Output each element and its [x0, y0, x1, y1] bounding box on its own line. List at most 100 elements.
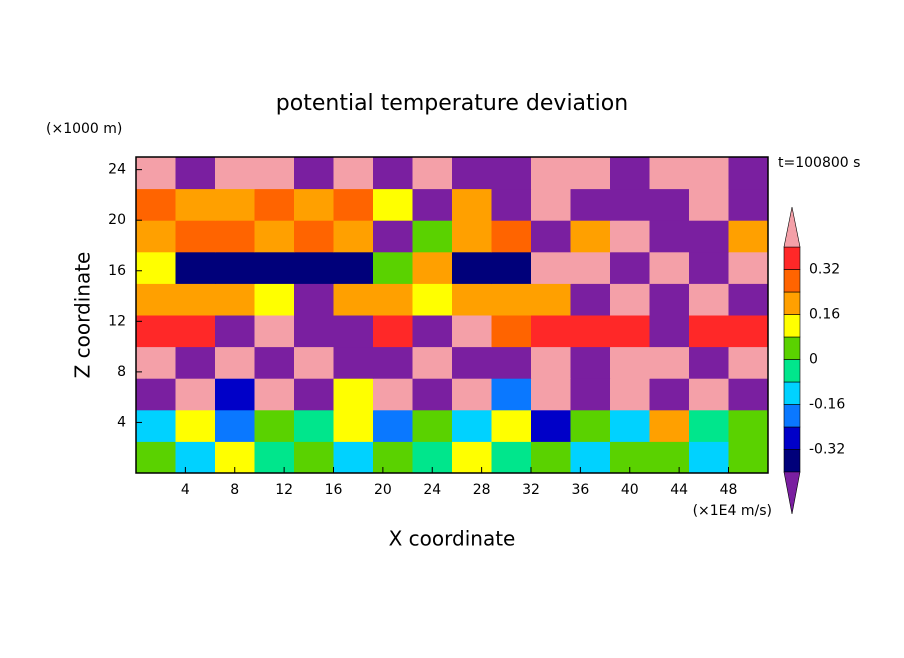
contour-cell — [373, 409, 413, 442]
contour-cell — [531, 157, 571, 190]
contour-cell — [452, 251, 492, 284]
y-unit: (×1000 m) — [46, 121, 122, 137]
colorbar-box — [783, 359, 801, 383]
contour-cell — [689, 251, 729, 284]
x-tick-label: 44 — [670, 482, 688, 498]
contour-cell — [254, 441, 295, 474]
contour-cell — [689, 188, 729, 221]
contour-cell — [412, 378, 453, 411]
chart-title: potential temperature deviation — [276, 91, 628, 116]
contour-cell — [254, 283, 295, 316]
colorbar-box — [783, 336, 801, 360]
contour-cell — [649, 157, 690, 190]
contour-cell — [136, 220, 176, 253]
contour-cell — [175, 157, 216, 190]
contour-cell — [452, 315, 492, 348]
contour-cell — [333, 315, 374, 348]
x-tick-label: 28 — [473, 482, 491, 498]
contour-cell — [254, 378, 295, 411]
contour-cell — [452, 220, 492, 253]
contour-cell — [570, 283, 611, 316]
contour-cell — [175, 251, 216, 284]
contour-cell — [136, 441, 176, 474]
x-tick-label: 12 — [275, 482, 293, 498]
contour-cell — [175, 315, 216, 348]
contour-cell — [491, 251, 532, 284]
contour-cell — [452, 346, 492, 379]
contour-cell — [294, 315, 334, 348]
contour-cell — [294, 441, 334, 474]
contour-cell — [373, 315, 413, 348]
contour-cell — [175, 441, 216, 474]
contour-cell — [570, 188, 611, 221]
y-tick-label: 8 — [117, 364, 126, 380]
contour-cell — [294, 283, 334, 316]
colorbar-box — [783, 449, 801, 473]
x-tick-label: 24 — [423, 482, 441, 498]
x-tick-label: 36 — [571, 482, 589, 498]
contour-cell — [531, 441, 571, 474]
contour-cell — [689, 283, 729, 316]
contour-cell — [649, 315, 690, 348]
contour-cell — [215, 346, 255, 379]
colorbar-label: -0.16 — [809, 397, 845, 413]
contour-cell — [728, 346, 769, 379]
contour-cell — [531, 409, 571, 442]
contour-cell — [294, 220, 334, 253]
colorbar-box — [783, 314, 801, 338]
colorbar-label: -0.32 — [809, 442, 845, 458]
contour-cell — [728, 251, 769, 284]
colorbar-top-extension — [783, 206, 801, 248]
colorbar-box — [783, 381, 801, 405]
contour-cell — [333, 378, 374, 411]
contour-cell — [689, 220, 729, 253]
colorbar-label: 0 — [809, 352, 818, 368]
contour-cell — [689, 441, 729, 474]
contour-cell — [531, 251, 571, 284]
contour-cell — [531, 188, 571, 221]
contour-cell — [610, 157, 650, 190]
contour-cell — [452, 188, 492, 221]
colorbar-box — [783, 269, 801, 293]
contour-cell — [452, 157, 492, 190]
contour-cell — [491, 378, 532, 411]
contour-cell — [254, 315, 295, 348]
contour-cell — [570, 315, 611, 348]
contour-cell — [570, 409, 611, 442]
contour-cell — [294, 409, 334, 442]
contour-cell — [333, 188, 374, 221]
contour-cell — [649, 220, 690, 253]
contour-cell — [452, 441, 492, 474]
contour-cell — [373, 283, 413, 316]
x-tick-label: 48 — [720, 482, 738, 498]
contour-cell — [373, 157, 413, 190]
x-tick-label: 32 — [522, 482, 540, 498]
contour-cell — [215, 220, 255, 253]
contour-cell — [610, 283, 650, 316]
contour-cell — [728, 378, 769, 411]
contour-cell — [649, 409, 690, 442]
contour-cell — [333, 409, 374, 442]
y-tick-label: 20 — [108, 212, 126, 228]
x-tick-label: 8 — [230, 482, 239, 498]
contour-cell — [136, 346, 176, 379]
contour-cell — [254, 188, 295, 221]
contour-cell — [175, 409, 216, 442]
contour-cell — [215, 378, 255, 411]
contour-cell — [689, 157, 729, 190]
contour-cell — [136, 283, 176, 316]
contour-cell — [412, 315, 453, 348]
contour-cell — [412, 157, 453, 190]
contour-cell — [491, 188, 532, 221]
contour-cell — [570, 157, 611, 190]
contour-cell — [294, 157, 334, 190]
contour-cell — [531, 378, 571, 411]
colorbar-bottom-extension — [783, 471, 801, 515]
contour-cell — [254, 251, 295, 284]
y-axis-label: Z coordinate — [71, 252, 95, 379]
contour-cell — [649, 251, 690, 284]
y-tick-label: 24 — [108, 162, 126, 178]
contour-cell — [412, 251, 453, 284]
contour-cell — [373, 441, 413, 474]
